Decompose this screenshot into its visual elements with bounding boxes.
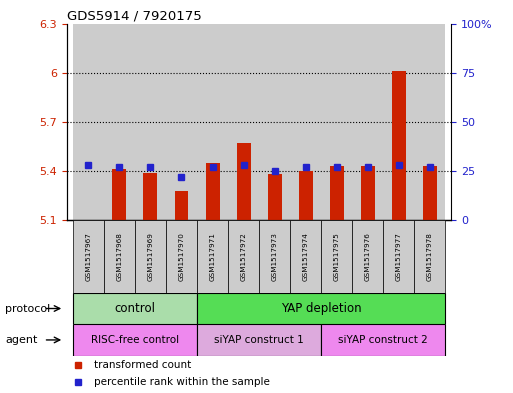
Bar <box>135 220 166 293</box>
Bar <box>206 163 220 220</box>
Bar <box>321 24 352 220</box>
Text: GSM1517973: GSM1517973 <box>271 232 278 281</box>
Bar <box>112 169 126 220</box>
Text: transformed count: transformed count <box>93 360 191 370</box>
Bar <box>197 324 321 356</box>
Bar <box>352 220 383 293</box>
Bar <box>166 220 197 293</box>
Bar <box>228 24 259 220</box>
Text: GSM1517974: GSM1517974 <box>303 232 309 281</box>
Bar <box>299 171 312 220</box>
Bar <box>259 24 290 220</box>
Text: GSM1517975: GSM1517975 <box>333 232 340 281</box>
Bar <box>259 220 290 293</box>
Bar <box>197 293 445 324</box>
Bar <box>361 166 374 220</box>
Bar <box>423 166 437 220</box>
Text: RISC-free control: RISC-free control <box>91 335 179 345</box>
Text: percentile rank within the sample: percentile rank within the sample <box>93 377 269 387</box>
Bar <box>197 220 228 293</box>
Text: GSM1517971: GSM1517971 <box>209 232 215 281</box>
Text: GSM1517967: GSM1517967 <box>85 232 91 281</box>
Bar <box>166 24 197 220</box>
Bar <box>330 166 344 220</box>
Text: siYAP construct 1: siYAP construct 1 <box>214 335 304 345</box>
Bar <box>414 220 445 293</box>
Bar <box>197 24 228 220</box>
Text: siYAP construct 2: siYAP construct 2 <box>338 335 428 345</box>
Bar <box>73 220 104 293</box>
Text: GSM1517969: GSM1517969 <box>147 232 153 281</box>
Bar <box>73 293 197 324</box>
Text: GDS5914 / 7920175: GDS5914 / 7920175 <box>67 9 202 22</box>
Bar <box>174 191 188 220</box>
Bar <box>352 24 383 220</box>
Text: GSM1517976: GSM1517976 <box>365 232 371 281</box>
Bar <box>73 324 197 356</box>
Bar <box>321 220 352 293</box>
Bar <box>290 220 321 293</box>
Text: GSM1517970: GSM1517970 <box>179 232 185 281</box>
Text: GSM1517978: GSM1517978 <box>427 232 433 281</box>
Bar <box>392 71 406 220</box>
Bar <box>290 24 321 220</box>
Bar <box>383 220 414 293</box>
Bar <box>414 24 445 220</box>
Bar <box>228 220 259 293</box>
Text: YAP depletion: YAP depletion <box>281 302 362 315</box>
Bar <box>104 24 135 220</box>
Text: protocol: protocol <box>5 303 50 314</box>
Text: control: control <box>114 302 155 315</box>
Bar <box>135 24 166 220</box>
Text: GSM1517977: GSM1517977 <box>396 232 402 281</box>
Text: GSM1517968: GSM1517968 <box>116 232 123 281</box>
Bar <box>144 173 157 220</box>
Bar <box>268 174 282 220</box>
Bar <box>321 324 445 356</box>
Text: GSM1517972: GSM1517972 <box>241 232 247 281</box>
Text: agent: agent <box>5 335 37 345</box>
Bar <box>104 220 135 293</box>
Bar <box>383 24 414 220</box>
Bar <box>73 24 104 220</box>
Bar <box>236 143 250 220</box>
